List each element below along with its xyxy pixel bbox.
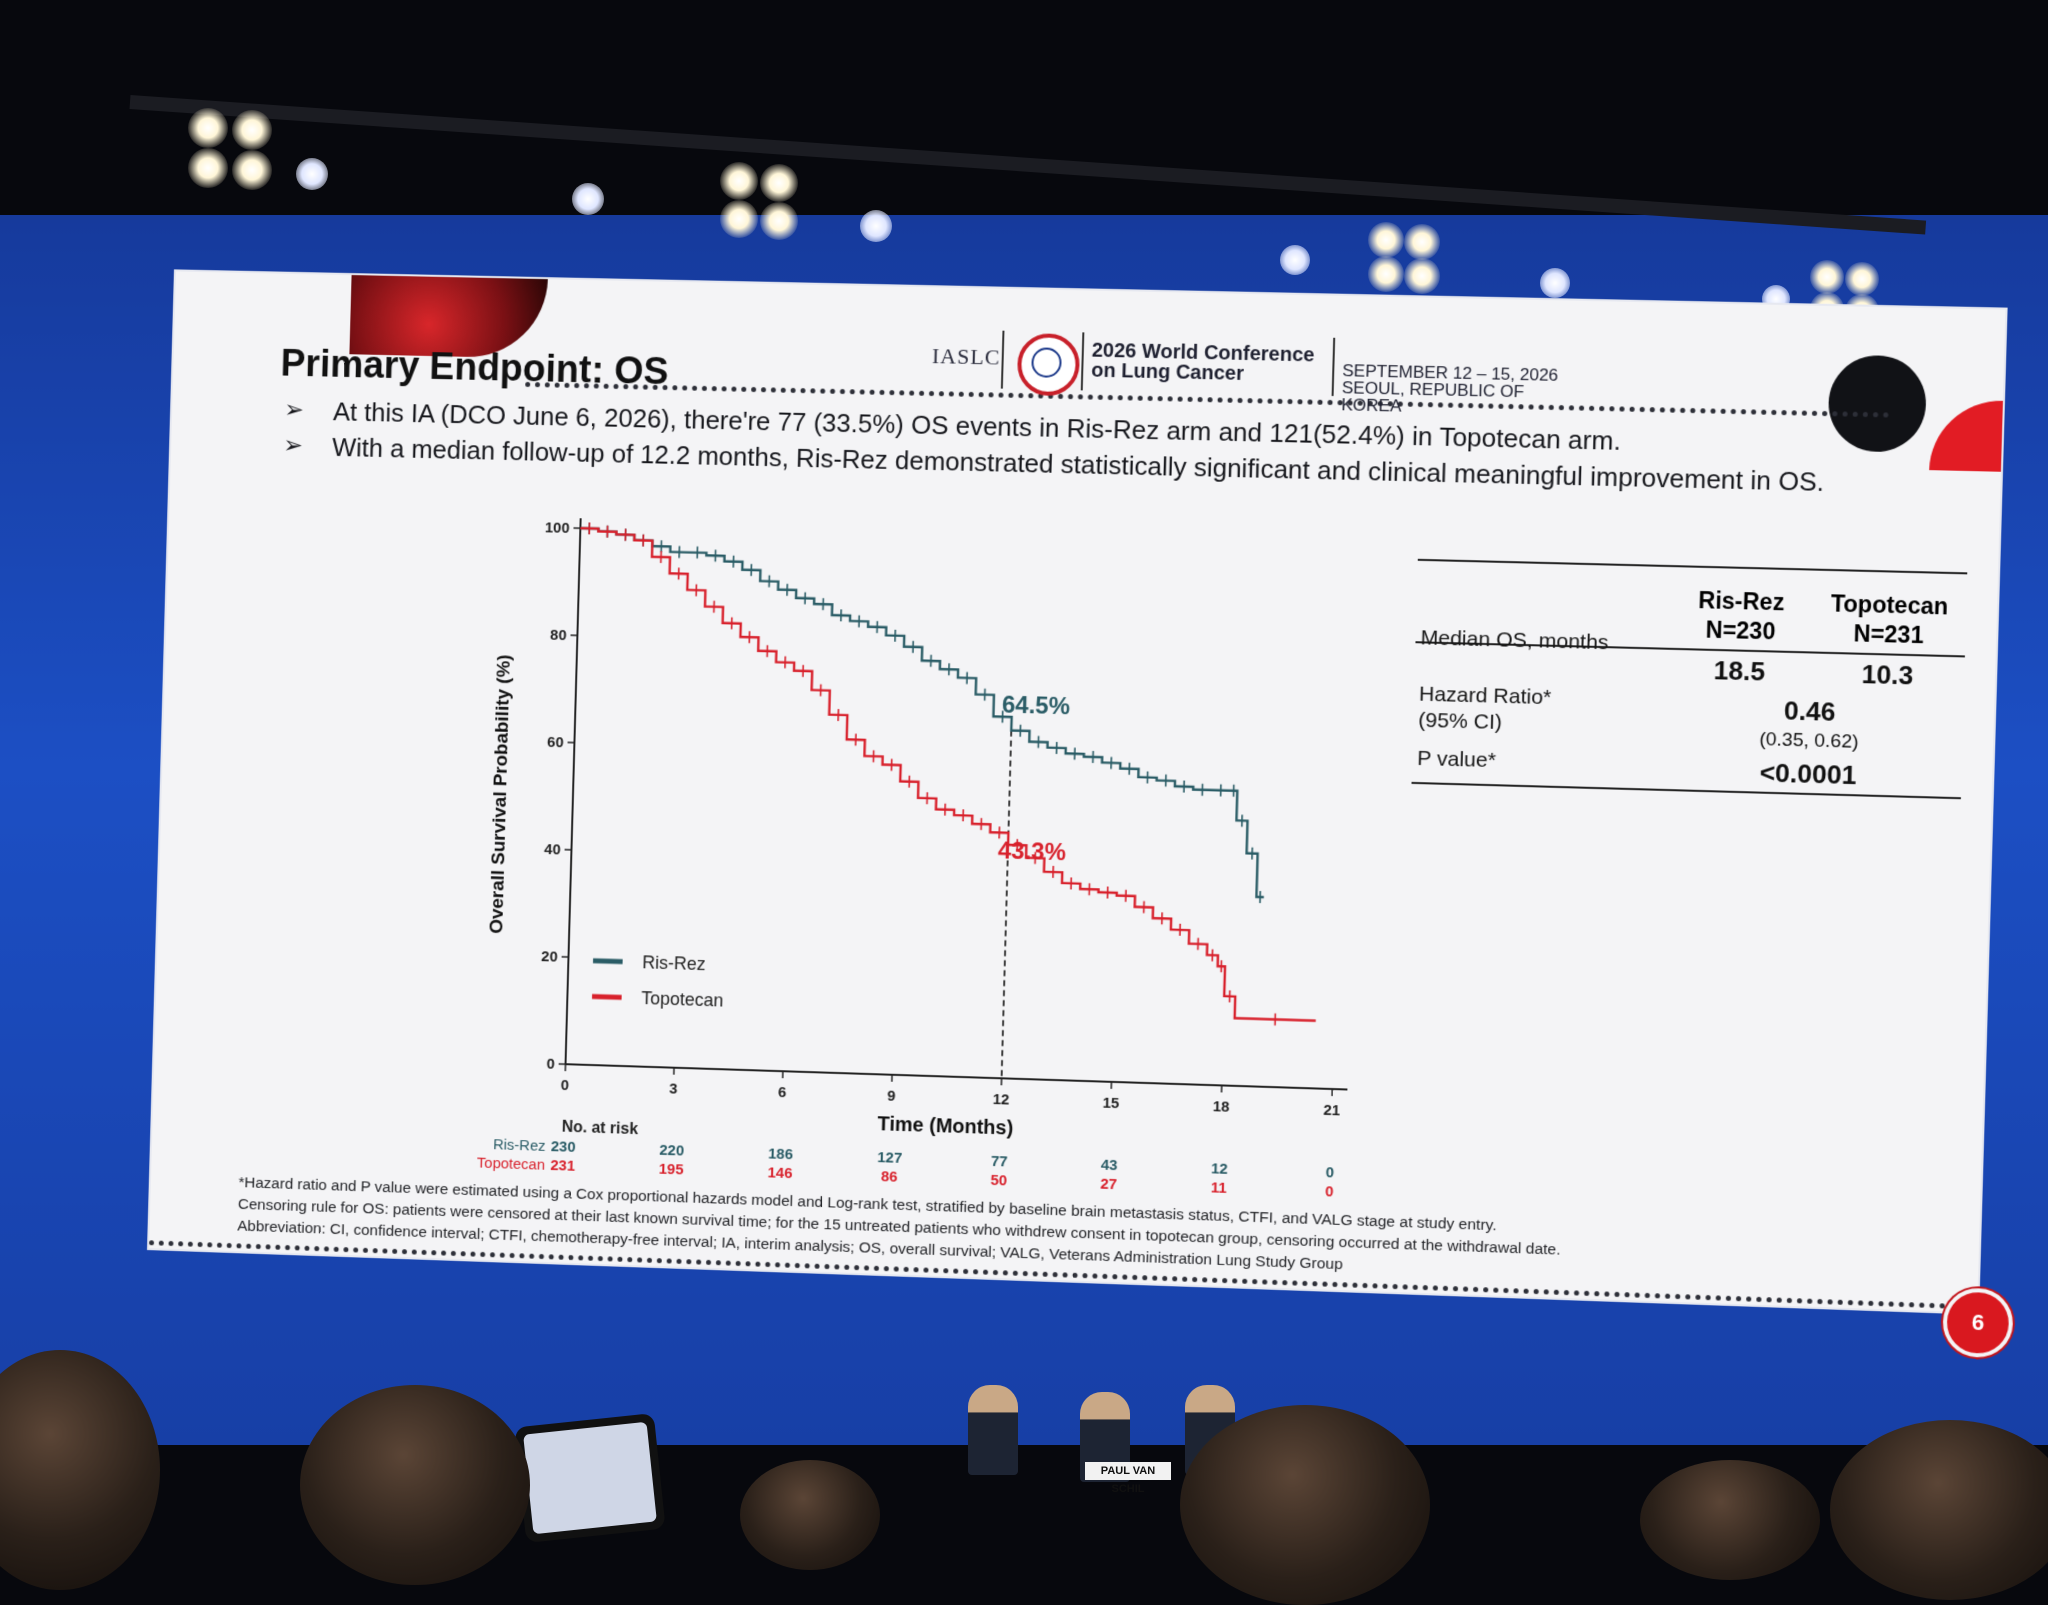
speaker-nameplate: PAUL VAN SCHIL: [1085, 1462, 1171, 1480]
risk-count: 77: [991, 1154, 1008, 1171]
risk-count: 231: [550, 1158, 575, 1175]
legend-swatch: [593, 961, 623, 962]
risk-count: 86: [881, 1169, 898, 1186]
median-os-topotecan: 10.3: [1831, 658, 1944, 692]
projection-screen: IASLC 2026 World Conference on Lung Canc…: [70, 211, 2048, 1356]
topotecan-header-n: N=231: [1817, 618, 1961, 651]
topotecan-header-name: Topotecan: [1817, 589, 1961, 622]
p-value: <0.0001: [1716, 756, 1901, 792]
risk-count: 230: [551, 1139, 576, 1156]
photo-scene: IASLC 2026 World Conference on Lung Canc…: [0, 0, 2048, 1536]
median-os-ris-rez: 18.5: [1683, 654, 1796, 688]
stage-spotlight: [572, 183, 604, 215]
x-tick-label: 6: [778, 1085, 787, 1101]
x-tick-label: 18: [1213, 1099, 1230, 1116]
survival-rate-annotation: 64.5%: [1002, 691, 1071, 720]
risk-count: 11: [1211, 1180, 1227, 1197]
audience-head: [300, 1385, 530, 1585]
x-tick-label: 0: [561, 1078, 570, 1094]
x-tick-label: 3: [669, 1081, 678, 1097]
hazard-ratio-ci-label: (95% CI): [1418, 708, 1502, 735]
stage-spotlight: [296, 158, 328, 190]
risk-count: 186: [768, 1146, 793, 1163]
stage-light: [232, 150, 272, 190]
risk-count: 27: [1100, 1177, 1117, 1194]
median-followup-line: [1002, 730, 1012, 1078]
median-os-label: Median OS, months: [1420, 625, 1609, 655]
y-axis-line: [566, 518, 581, 1064]
risk-count: 220: [659, 1143, 684, 1160]
page-number-badge: 6: [1942, 1287, 2014, 1358]
ris-rez-column-header: Ris-Rez N=230: [1674, 585, 1808, 647]
stage-light: [188, 148, 228, 188]
topotecan-column-header: Topotecan N=231: [1817, 589, 1962, 651]
risk-count: 43: [1101, 1158, 1118, 1175]
stage-light: [720, 162, 758, 200]
stage-light: [760, 164, 798, 202]
audience-head: [1180, 1405, 1430, 1605]
y-tick-label: 100: [545, 520, 570, 537]
presentation-slide: IASLC 2026 World Conference on Lung Canc…: [149, 271, 2006, 1312]
risk-count: 0: [1325, 1184, 1334, 1200]
audience-head: [740, 1460, 880, 1570]
panelist: [968, 1385, 1018, 1475]
x-axis-label: Time (Months): [877, 1113, 1013, 1140]
risk-row-label: Topotecan: [477, 1155, 545, 1173]
x-tick-label: 15: [1102, 1096, 1119, 1113]
hazard-ratio-label: Hazard Ratio*: [1419, 682, 1552, 711]
x-tick-label: 12: [992, 1092, 1009, 1109]
y-tick-label: 0: [546, 1057, 555, 1073]
os-stats-table: Ris-Rez N=230 Topotecan N=231 Median OS,…: [1410, 559, 1967, 836]
legend-label: Topotecan: [641, 988, 724, 1011]
km-curve-topotecan: [567, 528, 1329, 1020]
y-tick-label: 60: [547, 735, 564, 751]
phone-screen: [523, 1422, 657, 1534]
p-value-label: P value*: [1417, 746, 1496, 773]
lighting-truss: [130, 95, 1927, 235]
risk-count: 0: [1326, 1165, 1335, 1181]
audience-head: [1640, 1460, 1820, 1580]
audience-phone: [514, 1413, 665, 1543]
km-curve-ris-rez: [571, 528, 1274, 897]
y-tick-label: 40: [544, 842, 561, 858]
ris-rez-header-n: N=230: [1674, 615, 1807, 648]
risk-row-label: Ris-Rez: [493, 1137, 546, 1155]
risk-count: 146: [767, 1165, 792, 1182]
x-tick-label: 21: [1323, 1103, 1340, 1120]
x-tick-label: 9: [887, 1088, 896, 1104]
legend-label: Ris-Rez: [642, 952, 706, 974]
risk-table-header: No. at risk: [562, 1119, 639, 1139]
y-tick-label: 20: [541, 949, 558, 965]
hazard-ratio-value: 0.46: [1738, 694, 1882, 729]
audience-head: [1830, 1420, 2048, 1600]
survival-rate-annotation: 43.3%: [998, 837, 1067, 866]
y-tick-label: 80: [550, 628, 567, 644]
legend-swatch: [592, 996, 622, 997]
x-axis-line: [566, 1064, 1348, 1089]
stage-light: [232, 110, 272, 150]
risk-count: 50: [990, 1173, 1007, 1190]
risk-count: 12: [1211, 1161, 1228, 1178]
risk-count: 127: [877, 1150, 902, 1167]
ris-rez-header-name: Ris-Rez: [1675, 585, 1808, 618]
risk-count: 195: [659, 1162, 684, 1179]
y-axis-label: Overall Survival Probability (%): [485, 654, 514, 934]
hazard-ratio-ci: (0.35, 0.62): [1717, 728, 1901, 755]
stage-light: [188, 108, 228, 148]
